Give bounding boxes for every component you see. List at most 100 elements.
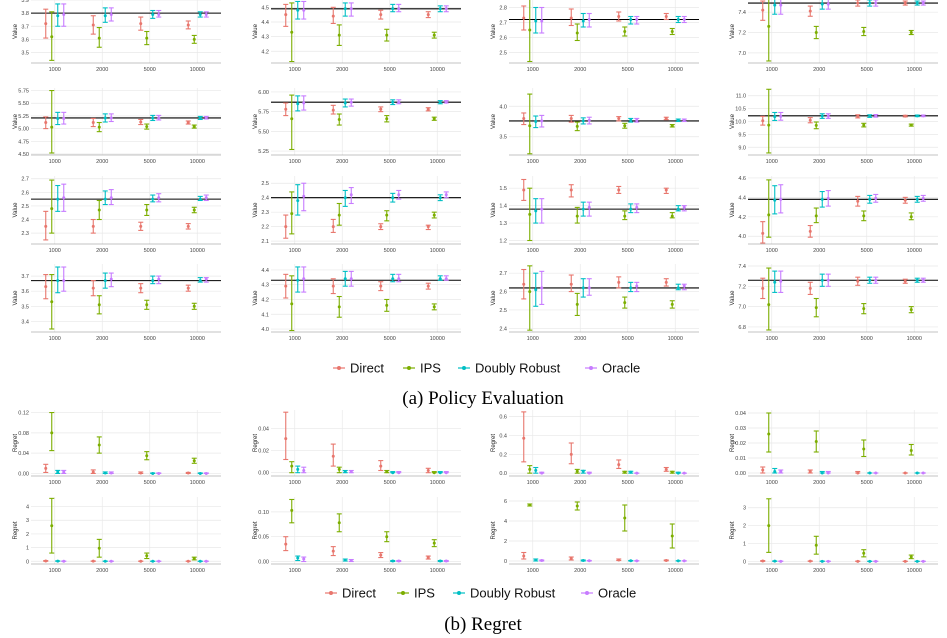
panel-policy_evaluation-r3-c3: 6.8 7.0 7.2 7.4 1000 2000 5000 10000 Value	[730, 264, 938, 342]
data-point	[522, 554, 526, 558]
data-point	[438, 559, 442, 563]
legend-item: IPS	[403, 361, 441, 376]
data-point	[909, 31, 913, 35]
data-point	[779, 197, 783, 201]
y-axis-label: Regret	[491, 521, 497, 539]
data-point	[534, 19, 538, 23]
data-point	[528, 124, 532, 128]
y-tick-label: 3.5	[21, 51, 29, 57]
legend-key-point	[585, 591, 589, 595]
y-tick-label: 9.5	[738, 132, 746, 138]
y-axis-label: Regret	[491, 434, 497, 452]
data-point	[528, 212, 532, 216]
data-point	[192, 125, 196, 129]
data-point	[198, 559, 202, 563]
y-tick-label: 0.02	[258, 449, 269, 455]
data-point	[635, 284, 639, 288]
x-tick-label: 10000	[430, 159, 445, 165]
y-axis-label: Value	[13, 113, 19, 129]
data-point	[915, 1, 919, 5]
data-point	[682, 18, 686, 21]
data-point	[204, 196, 208, 200]
x-tick-label: 1000	[289, 248, 301, 254]
data-point	[426, 107, 430, 111]
data-point	[617, 558, 621, 562]
y-tick-label: 1	[743, 541, 746, 547]
y-tick-label: 3.6	[21, 37, 29, 43]
x-tick-label: 2000	[336, 568, 348, 574]
data-point	[444, 7, 448, 11]
data-point	[44, 285, 48, 289]
y-tick-label: 2	[743, 524, 746, 530]
panel-regret-r4-c2: 0.0 0.2 0.4 0.6 1000 2000 5000 10000 Regret	[491, 410, 699, 486]
x-tick-label: 2000	[574, 568, 586, 574]
data-point	[103, 559, 107, 563]
x-tick-label: 5000	[384, 159, 396, 165]
x-tick-label: 2000	[813, 248, 825, 254]
x-tick-label: 10000	[668, 67, 683, 73]
panel-policy_evaluation-r0-c2: 2.5 2.6 2.7 2.8 1000 2000 5000 10000 Value	[491, 0, 699, 73]
data-point	[157, 196, 161, 200]
data-point	[862, 30, 866, 33]
data-point	[444, 471, 448, 475]
data-point	[157, 559, 161, 563]
data-point	[670, 470, 674, 474]
data-point	[522, 436, 526, 440]
y-tick-label: 3.7	[21, 274, 29, 280]
data-point	[284, 437, 288, 441]
data-point	[761, 559, 765, 563]
x-tick-label: 5000	[861, 480, 873, 486]
y-axis-label: Value	[253, 113, 259, 129]
data-point	[629, 207, 633, 211]
data-point	[779, 3, 783, 7]
data-point	[186, 286, 190, 290]
data-point	[767, 303, 771, 307]
data-point	[522, 282, 526, 286]
y-tick-label: 6	[504, 499, 507, 505]
y-tick-label: 4.4	[261, 268, 269, 274]
y-tick-label: 4.75	[18, 139, 29, 145]
y-tick-label: 7.2	[738, 284, 746, 290]
y-tick-label: 4.0	[499, 104, 507, 110]
data-point	[97, 546, 101, 550]
data-point	[109, 277, 113, 281]
data-point	[808, 559, 812, 563]
data-point	[331, 225, 335, 229]
data-point	[779, 470, 783, 473]
data-point	[676, 559, 680, 563]
panel-policy_evaluation-r3-c1: 4.0 4.1 4.2 4.3 4.4 1000 2000 5000 10000 Value	[253, 264, 461, 342]
data-point	[856, 199, 860, 203]
x-tick-label: 1000	[49, 480, 61, 486]
data-point	[139, 559, 143, 563]
data-point	[617, 463, 621, 467]
legend-label: Direct	[350, 361, 384, 376]
data-point	[139, 22, 143, 26]
x-tick-label: 1000	[527, 568, 539, 574]
data-point	[767, 432, 771, 436]
data-point	[909, 449, 913, 452]
data-point	[670, 534, 674, 538]
y-tick-label: 0	[743, 559, 746, 565]
y-axis-label: Value	[730, 113, 736, 129]
data-point	[676, 207, 680, 211]
data-point	[103, 14, 107, 18]
y-tick-label: 4.2	[261, 297, 269, 303]
data-point	[331, 284, 335, 288]
panel-regret-r5-c1: 0.00 0.05 0.10 1000 2000 5000 10000 Regret	[253, 497, 461, 574]
data-point	[139, 224, 143, 228]
data-point	[534, 468, 538, 472]
data-point	[432, 305, 436, 309]
x-tick-label: 10000	[430, 336, 445, 342]
data-point	[151, 279, 155, 283]
x-tick-label: 2000	[96, 336, 108, 342]
data-point	[623, 470, 627, 474]
x-tick-label: 1000	[766, 67, 778, 73]
data-point	[909, 555, 913, 559]
data-point	[773, 3, 777, 7]
data-point	[915, 197, 919, 201]
data-point	[761, 468, 765, 472]
data-point	[432, 33, 436, 37]
data-point	[284, 284, 288, 288]
data-point	[337, 118, 341, 122]
data-point	[432, 213, 436, 217]
